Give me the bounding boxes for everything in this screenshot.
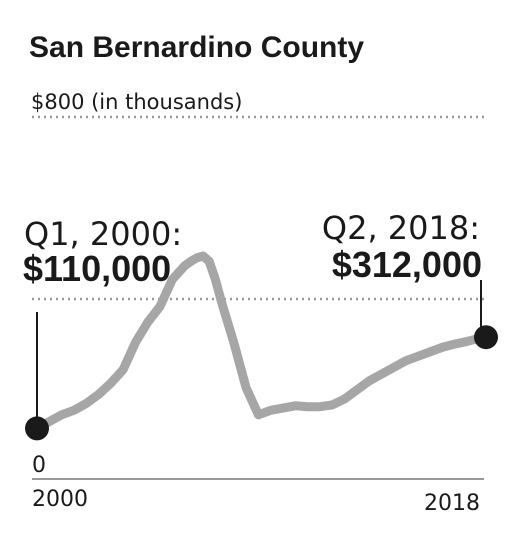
x-tick-label-start: 2000 [32,487,88,512]
start-annotation-value: $110,000 [23,248,171,289]
end-point-marker [474,325,498,350]
series-line [32,251,491,433]
end-annotation-value: $312,000 [332,244,482,285]
y-zero-label: 0 [32,453,46,478]
x-tick-label-end: 2018 [424,491,480,516]
y-axis-top-label: $800 (in thousands) [31,90,242,114]
plot-area [25,251,498,441]
start-annotation-label: Q1, 2000: [24,215,182,253]
chart-title: San Bernardino County [29,31,364,64]
start-point-marker [25,416,49,441]
end-annotation-label: Q2, 2018: [322,209,480,247]
